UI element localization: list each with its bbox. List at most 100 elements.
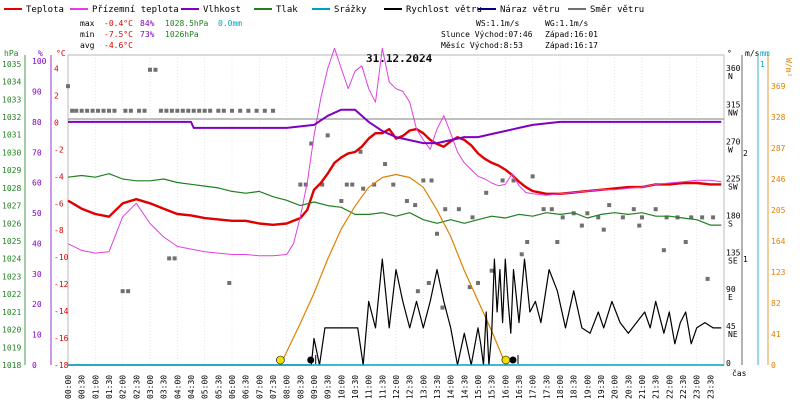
wind-direction-point bbox=[112, 108, 117, 113]
wind-direction-point bbox=[585, 211, 590, 216]
axis-tick-degc: -16 bbox=[54, 334, 69, 343]
axis-tick-wm2: 82 bbox=[771, 299, 781, 308]
stat-avg-label: avg bbox=[80, 41, 95, 50]
wind-direction-point bbox=[484, 190, 489, 195]
wind-direction-point bbox=[620, 215, 625, 220]
x-tick-label: 00:00 bbox=[64, 375, 73, 399]
wind-direction-point bbox=[303, 182, 308, 187]
x-tick-label: 23:30 bbox=[706, 375, 715, 399]
wind-direction-point bbox=[238, 108, 243, 113]
legend-label-prizemni: Přízemní teplota bbox=[92, 5, 179, 15]
x-tick-label: 03:00 bbox=[146, 375, 155, 399]
wind-direction-point bbox=[467, 285, 472, 290]
wind-direction-point bbox=[470, 215, 475, 220]
axis-tick-hpa: 1020 bbox=[2, 326, 21, 335]
axis-tick-dir: 135 bbox=[726, 248, 741, 257]
x-tick-label: 07:00 bbox=[255, 375, 264, 399]
wind-direction-point bbox=[525, 239, 530, 244]
stat-max-rain: 0.0mm bbox=[218, 19, 242, 28]
wind-direction-point bbox=[429, 178, 434, 183]
stat-min-hum: 73% bbox=[140, 30, 155, 39]
axis-tick-hpa: 1018 bbox=[2, 361, 21, 370]
series-line-tlak bbox=[67, 173, 722, 226]
x-tick-label: 01:00 bbox=[91, 375, 100, 399]
x-tick-label: 14:00 bbox=[447, 375, 456, 399]
wind-direction-point bbox=[456, 207, 461, 212]
axis-tick-ms: 1 bbox=[743, 255, 748, 264]
axis-tick-hpa: 1021 bbox=[2, 308, 21, 317]
wind-direction-point bbox=[101, 108, 106, 113]
x-tick-label: 17:30 bbox=[542, 375, 551, 399]
axis-tick-dir: 315 bbox=[726, 101, 741, 110]
series-line-vlhkost bbox=[68, 108, 722, 145]
wind-direction-point bbox=[689, 215, 694, 220]
axis-tick-dir-name: E bbox=[728, 293, 733, 302]
axis-tick-pct: 50 bbox=[32, 209, 42, 218]
axes: hPa1035103410331032103110301029102810271… bbox=[2, 49, 793, 370]
wind-direction-point bbox=[191, 108, 196, 113]
wind-direction-point bbox=[164, 108, 169, 113]
wind-direction-point bbox=[361, 186, 366, 191]
x-tick-label: 21:30 bbox=[652, 375, 661, 399]
stat-min-press: 1026hPa bbox=[165, 30, 199, 39]
info-moon-rise: Měsíc Východ:8:53 bbox=[441, 41, 523, 50]
series-line-slune-n-svit bbox=[279, 173, 507, 366]
axis-tick-pct: 70 bbox=[32, 148, 42, 157]
wind-direction-point bbox=[549, 207, 554, 212]
wind-direction-point bbox=[153, 67, 158, 72]
wind-direction-point bbox=[664, 215, 669, 220]
moon-marker-icon bbox=[307, 356, 315, 364]
x-tick-label: 16:00 bbox=[501, 375, 510, 399]
axis-tick-dir: 45 bbox=[726, 322, 736, 331]
x-tick-label: 00:30 bbox=[78, 375, 87, 399]
wind-direction-point bbox=[216, 108, 221, 113]
axis-tick-hpa: 1025 bbox=[2, 237, 21, 246]
axis-tick-pct: 0 bbox=[32, 361, 37, 370]
x-tick-label: 08:00 bbox=[283, 375, 292, 399]
legend-label-teplota: Teplota bbox=[26, 5, 64, 15]
wind-direction-point bbox=[227, 280, 232, 285]
wind-direction-point bbox=[142, 108, 147, 113]
wind-direction-point bbox=[555, 239, 560, 244]
wind-direction-point bbox=[541, 207, 546, 212]
x-tick-label: 09:00 bbox=[310, 375, 319, 399]
axis-tick-pct: 30 bbox=[32, 270, 42, 279]
x-tick-label: 05:30 bbox=[214, 375, 223, 399]
x-tick-label: 12:30 bbox=[406, 375, 415, 399]
wind-direction-point bbox=[74, 108, 79, 113]
axis-tick-pct: 10 bbox=[32, 331, 42, 340]
x-tick-label: 18:00 bbox=[556, 375, 565, 399]
series-line-p-zemn-teplota bbox=[67, 47, 722, 257]
sun-marker-icon bbox=[276, 355, 285, 365]
x-tick-label: 21:00 bbox=[638, 375, 647, 399]
wind-direction-point bbox=[700, 215, 705, 220]
axis-unit-dir: ° bbox=[727, 49, 732, 58]
wind-direction-point bbox=[230, 108, 234, 113]
wind-direction-point bbox=[476, 280, 480, 285]
axis-tick-dir: 90 bbox=[726, 285, 736, 294]
axis-tick-hpa: 1027 bbox=[2, 202, 21, 211]
wind-direction-point bbox=[661, 248, 666, 253]
wind-direction-point bbox=[705, 276, 710, 281]
stat-max-temp: -0.4°C bbox=[104, 19, 133, 28]
wind-direction-point bbox=[519, 252, 524, 257]
axis-tick-dir-name: SW bbox=[728, 182, 738, 191]
wind-direction-point bbox=[711, 215, 716, 220]
stat-min-temp: -7.5°C bbox=[104, 30, 133, 39]
axis-tick-hpa: 1028 bbox=[2, 184, 21, 193]
stat-max-hum: 84% bbox=[140, 19, 155, 28]
stat-max-press: 1028.5hPa bbox=[165, 19, 209, 28]
stat-min-label: min bbox=[80, 30, 95, 39]
wind-direction-point bbox=[415, 289, 420, 294]
wind-direction-point bbox=[167, 256, 172, 261]
axis-unit-pct: % bbox=[38, 49, 43, 58]
x-tick-label: 08:30 bbox=[296, 375, 305, 399]
x-tick-label: 13:00 bbox=[419, 375, 428, 399]
info-block: WS:1.1m/s WG:1.1m/s Slunce Východ:07:46 … bbox=[441, 19, 598, 50]
x-tick-label: 02:00 bbox=[119, 375, 128, 399]
series bbox=[67, 47, 724, 366]
wind-direction-point bbox=[208, 108, 213, 113]
wind-direction-point bbox=[96, 108, 101, 113]
wind-direction-point bbox=[404, 198, 409, 203]
x-tick-label: 11:30 bbox=[378, 375, 387, 399]
